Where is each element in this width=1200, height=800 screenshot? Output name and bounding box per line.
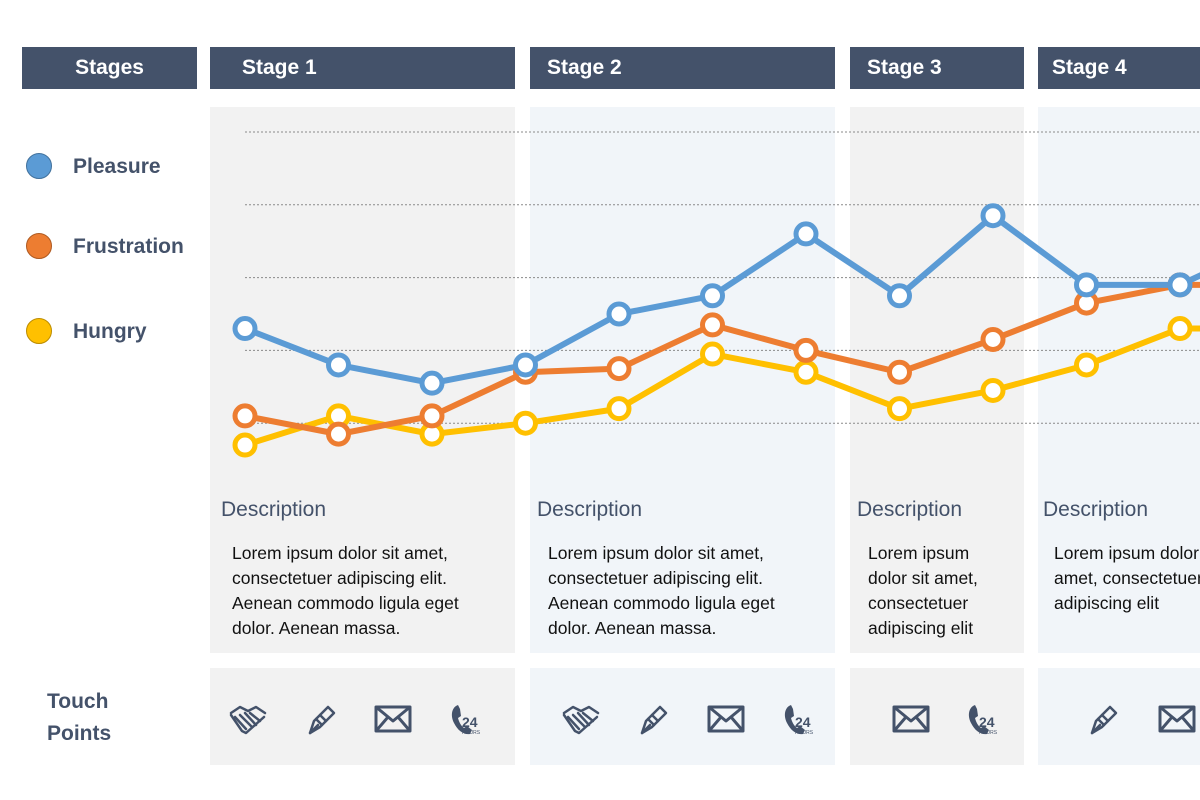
data-point-pleasure bbox=[419, 370, 445, 396]
description-title-stage-4: Description bbox=[1043, 498, 1149, 521]
data-point-frustration bbox=[980, 326, 1006, 352]
data-point-pleasure bbox=[980, 203, 1006, 229]
pen-icon bbox=[308, 705, 336, 735]
data-point-frustration bbox=[232, 403, 258, 429]
data-point-pleasure bbox=[700, 283, 725, 309]
svg-text:24: 24 bbox=[795, 714, 811, 730]
data-point-hungry bbox=[1167, 316, 1193, 342]
data-point-frustration bbox=[793, 337, 819, 363]
stage-2-header: Stage 2 bbox=[530, 47, 835, 89]
data-point-hungry bbox=[980, 377, 1006, 403]
description-text-stage-1: Lorem ipsum dolor sit amet, consectetuer… bbox=[232, 543, 459, 638]
description-text-stage-3: Lorem ipsum dolor sit amet, consectetuer… bbox=[868, 543, 978, 638]
data-point-hungry bbox=[232, 432, 258, 458]
phone-24-icon: 24 HOURS bbox=[451, 705, 481, 736]
data-point-frustration bbox=[326, 421, 351, 447]
touch-points-stage-1 bbox=[210, 668, 515, 765]
pen-icon bbox=[640, 705, 668, 735]
svg-text:HOURS: HOURS bbox=[795, 730, 814, 736]
data-point-hungry bbox=[606, 396, 632, 422]
data-point-pleasure bbox=[232, 316, 258, 342]
svg-text:HOURS: HOURS bbox=[462, 730, 481, 736]
stage-3-header: Stage 3 bbox=[850, 47, 1024, 89]
description-text-stage-4: Lorem ipsum dolor sit amet, consectetuer… bbox=[1054, 543, 1200, 613]
svg-text:HOURS: HOURS bbox=[979, 730, 998, 736]
svg-text:24: 24 bbox=[462, 714, 478, 730]
mail-icon bbox=[374, 705, 412, 733]
data-point-frustration bbox=[419, 403, 445, 429]
svg-text:24: 24 bbox=[979, 714, 995, 730]
frustration-dot-icon bbox=[26, 233, 52, 259]
handshake-icon bbox=[229, 705, 267, 735]
data-point-pleasure bbox=[793, 221, 819, 247]
mail-icon bbox=[892, 705, 930, 733]
phone-24-icon: 24 HOURS bbox=[784, 705, 814, 736]
legend-label-pleasure: Pleasure bbox=[73, 155, 161, 178]
data-point-hungry bbox=[700, 341, 725, 367]
stage-1-panel bbox=[210, 107, 515, 653]
data-point-hungry bbox=[793, 359, 819, 385]
description-text-stage-2: Lorem ipsum dolor sit amet, consectetuer… bbox=[548, 543, 775, 638]
pleasure-dot-icon bbox=[26, 153, 52, 179]
phone-24-icon: 24 HOURS bbox=[968, 705, 998, 736]
mail-icon bbox=[1158, 705, 1196, 733]
data-point-pleasure bbox=[887, 283, 912, 309]
stage-4-header: Stage 4 bbox=[1038, 47, 1200, 89]
data-point-hungry bbox=[513, 410, 538, 436]
data-point-pleasure bbox=[326, 352, 351, 378]
description-title-stage-2: Description bbox=[537, 498, 643, 521]
data-point-frustration bbox=[606, 356, 632, 382]
legend-label-frustration: Frustration bbox=[73, 235, 184, 258]
stage-4-panel bbox=[1038, 107, 1200, 653]
data-point-pleasure bbox=[606, 301, 632, 327]
stage-1-header: Stage 1 bbox=[210, 47, 515, 89]
touch-points-stage-3 bbox=[850, 668, 1024, 765]
touch-points-label: Touch Points bbox=[47, 690, 112, 745]
data-point-frustration bbox=[700, 312, 725, 338]
hungry-dot-icon bbox=[26, 318, 52, 344]
pen-icon bbox=[1090, 705, 1118, 735]
data-point-hungry bbox=[1074, 352, 1099, 378]
stage-2-panel bbox=[530, 107, 835, 653]
data-point-pleasure bbox=[513, 352, 538, 378]
data-point-hungry bbox=[887, 396, 912, 422]
mail-icon bbox=[707, 705, 745, 733]
series-line-hungry bbox=[244, 325, 1200, 448]
data-point-pleasure bbox=[1167, 272, 1193, 298]
handshake-icon bbox=[562, 705, 600, 735]
legend-label-hungry: Hungry bbox=[73, 320, 147, 343]
data-point-pleasure bbox=[1074, 272, 1099, 298]
stages-header: Stages bbox=[22, 47, 197, 89]
data-point-frustration bbox=[887, 359, 912, 385]
description-title-stage-3: Description bbox=[857, 498, 963, 521]
description-title-stage-1: Description bbox=[221, 498, 327, 521]
